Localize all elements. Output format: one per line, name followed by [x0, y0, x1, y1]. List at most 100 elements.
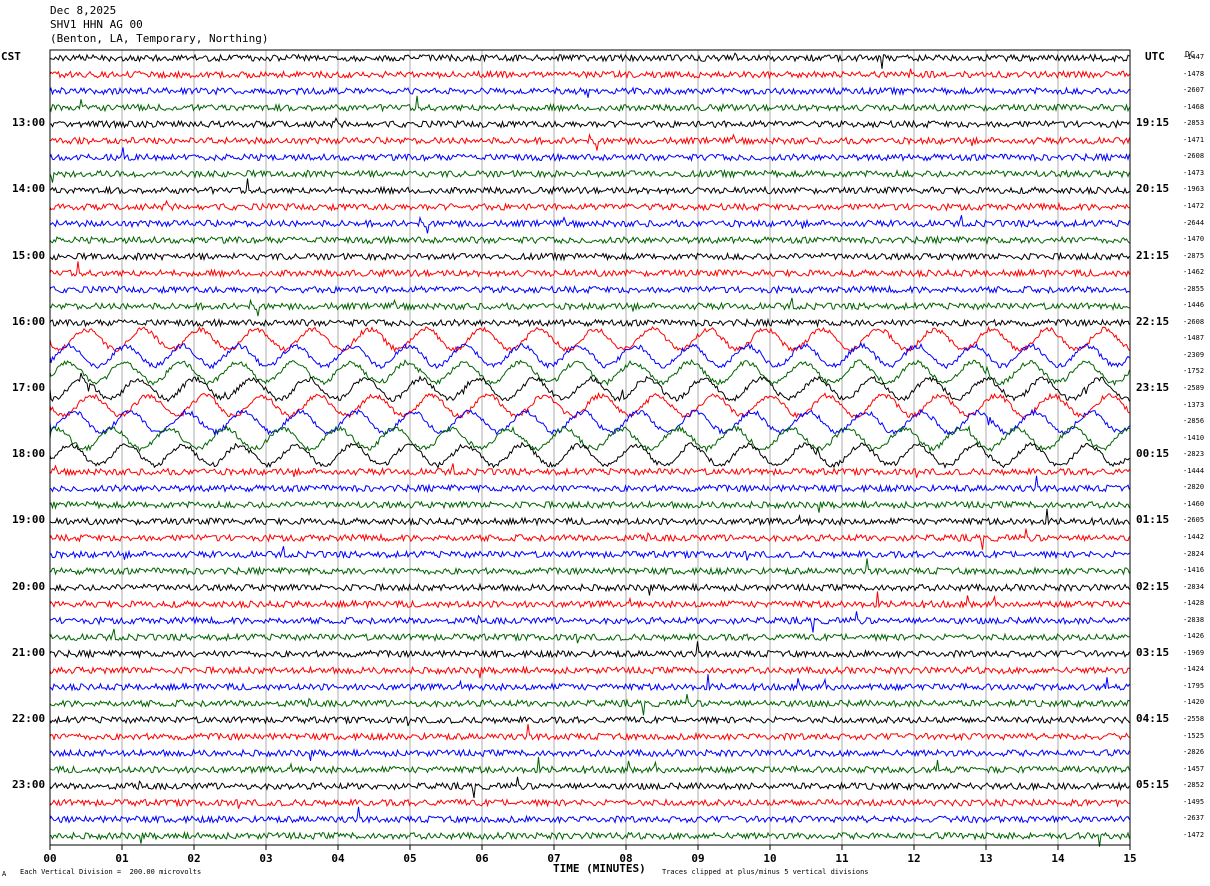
trace-line — [49, 528, 1130, 550]
trace-line — [49, 68, 1130, 80]
trace-line — [49, 234, 1130, 246]
left-hour-label: 15:00 — [12, 248, 46, 262]
right-hour-label: 05:15 — [1136, 778, 1170, 792]
x-tick-label: 10 — [763, 852, 777, 865]
dc-offset-label: -1420 — [1183, 698, 1205, 707]
x-tick-label: 02 — [187, 852, 201, 865]
seismic-traces — [49, 52, 1130, 847]
dc-offset-label: -2605 — [1183, 516, 1205, 525]
right-hour-label: 20:15 — [1136, 182, 1170, 196]
dc-offset-label: -1487 — [1183, 334, 1205, 343]
dc-offset-label: -1963 — [1183, 185, 1205, 194]
left-hour-label: 16:00 — [12, 314, 46, 328]
x-tick-label: 08 — [619, 852, 633, 865]
time-grid — [49, 50, 1131, 845]
plot-frame — [49, 49, 1131, 850]
plot-header: Dec 8,2025 SHV1 HHN AG 00 (Benton, LA, T… — [50, 4, 269, 46]
trace-line — [49, 441, 1130, 470]
x-tick-label: 11 — [835, 852, 849, 865]
right-hour-label: 00:15 — [1136, 447, 1170, 461]
corner-mark: A — [2, 870, 7, 878]
dc-offset-label: -1473 — [1183, 168, 1205, 177]
dc-offset-label: -2820 — [1183, 483, 1205, 492]
trace-line — [49, 723, 1130, 742]
trace-line — [49, 475, 1130, 494]
trace-line — [49, 391, 1130, 419]
trace-line — [49, 86, 1130, 98]
trace-line — [49, 611, 1130, 633]
dc-offset-label: -2607 — [1183, 86, 1205, 95]
date-label: Dec 8,2025 — [50, 4, 117, 17]
trace-line — [49, 558, 1130, 577]
x-tick-label: 12 — [907, 852, 921, 865]
right-hour-label: 04:15 — [1136, 712, 1170, 725]
trace-line — [49, 641, 1130, 659]
trace-line — [49, 168, 1130, 183]
x-tick-label: 13 — [979, 852, 993, 865]
dc-offset-label: -2826 — [1183, 748, 1205, 757]
trace-line — [49, 178, 1130, 196]
left-hour-label: 22:00 — [12, 712, 46, 725]
scale-note: Each Vertical Division = 200.00 microvol… — [20, 868, 202, 876]
x-tick-label: 05 — [403, 852, 417, 865]
trace-line — [49, 117, 1130, 130]
x-tick-label: 04 — [331, 852, 345, 865]
trace-line — [49, 776, 1130, 799]
trace-line — [49, 694, 1130, 716]
dc-offset-label: -2852 — [1183, 781, 1205, 790]
trace-line — [49, 674, 1130, 693]
left-hour-label: 14:00 — [12, 182, 46, 196]
dc-offset-label: -1471 — [1183, 135, 1205, 144]
trace-line — [49, 591, 1130, 610]
left-timezone-label: CST — [1, 50, 21, 63]
right-hour-label: 23:15 — [1136, 381, 1170, 394]
left-hour-label: 19:00 — [12, 513, 46, 527]
trace-line — [49, 215, 1130, 234]
left-hour-label: 21:00 — [12, 645, 46, 659]
trace-line — [49, 499, 1130, 513]
dc-offset-label: -1426 — [1183, 632, 1205, 641]
dc-offset-label: -2309 — [1183, 350, 1205, 359]
dc-offset-label: -1472 — [1183, 830, 1205, 839]
dc-offset-label: -2855 — [1183, 284, 1205, 293]
dc-offset-label: -1752 — [1183, 367, 1205, 376]
dc-offset-label: -1442 — [1183, 532, 1205, 541]
station-label: SHV1 HHN AG 00 — [50, 18, 143, 31]
x-tick-label: 01 — [115, 852, 129, 865]
plot-border — [49, 49, 1131, 846]
dc-offset-label: -1969 — [1183, 648, 1205, 657]
left-hour-label: 23:00 — [12, 778, 46, 792]
trace-line — [49, 199, 1130, 212]
dc-header-label: DC — [1185, 50, 1195, 59]
right-hour-label: 19:15 — [1136, 116, 1170, 130]
dc-offset-label: -1495 — [1183, 797, 1205, 806]
dc-offset-label: -1446 — [1183, 301, 1205, 310]
left-hour-label: 13:00 — [12, 116, 46, 130]
dc-offset-label: -1416 — [1183, 566, 1205, 575]
x-axis-title: TIME (MINUTES) — [553, 862, 646, 875]
left-hour-label: 17:00 — [12, 381, 46, 394]
trace-line — [49, 297, 1130, 317]
trace-line — [49, 806, 1130, 825]
trace-line — [49, 747, 1130, 761]
trace-line — [49, 546, 1130, 561]
dc-offset-label: -2644 — [1183, 218, 1205, 227]
x-tick-label: 09 — [691, 852, 705, 865]
trace-line — [49, 628, 1130, 644]
trace-line — [49, 425, 1130, 453]
dc-offset-label: -2589 — [1183, 384, 1205, 392]
trace-line — [49, 317, 1130, 328]
left-hour-label: 20:00 — [12, 579, 46, 593]
trace-line — [49, 665, 1130, 679]
x-tick-label: 00 — [43, 852, 57, 865]
left-hour-label: 18:00 — [12, 447, 46, 461]
dc-offset-label: -1460 — [1183, 499, 1205, 508]
trace-line — [49, 342, 1130, 370]
dc-offset-label: -1795 — [1183, 681, 1205, 690]
dc-offset-label: -2637 — [1183, 814, 1205, 823]
trace-line — [49, 798, 1130, 809]
trace-line — [49, 261, 1130, 279]
x-tick-label: 06 — [475, 852, 489, 865]
dc-offset-label: -1470 — [1183, 235, 1205, 244]
